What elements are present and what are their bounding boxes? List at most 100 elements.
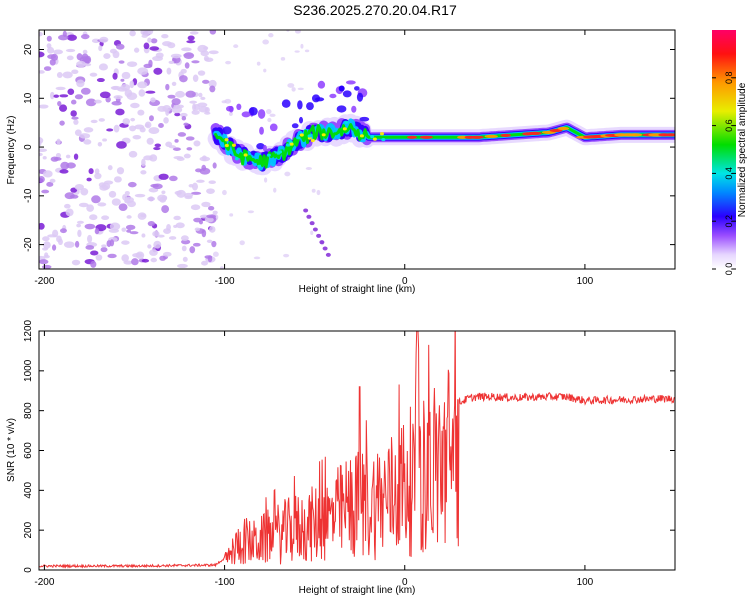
noise-blob <box>126 229 132 233</box>
noise-blob <box>208 180 216 185</box>
noise-blob <box>267 117 272 123</box>
noise-blob <box>71 259 81 266</box>
noise-blob <box>91 195 101 204</box>
noise-blob <box>229 213 234 217</box>
noise-blob <box>94 228 100 235</box>
noise-blob <box>147 244 152 249</box>
noise-blob <box>183 52 195 60</box>
noise-blob <box>129 80 135 89</box>
noise-blob <box>94 172 102 180</box>
noise-blob <box>90 119 98 124</box>
noise-blob <box>146 137 154 145</box>
noise-blob <box>163 117 169 124</box>
trace-lobe <box>317 80 326 89</box>
noise-blob <box>106 240 112 248</box>
noise-blob <box>154 143 162 148</box>
noise-blob <box>90 260 97 268</box>
noise-blob <box>180 235 189 242</box>
trace-core <box>224 138 229 142</box>
noise-blob <box>161 34 169 39</box>
noise-blob <box>166 224 171 231</box>
trace-lobe <box>351 105 357 113</box>
noise-blob <box>41 189 50 194</box>
noise-blob <box>149 46 160 51</box>
trace-core <box>379 132 384 136</box>
noise-blob <box>127 181 137 188</box>
noise-blob <box>46 181 54 187</box>
trace-core <box>663 133 675 137</box>
noise-blob <box>117 87 128 92</box>
noise-blob <box>82 49 88 55</box>
noise-blob <box>84 223 96 230</box>
bottom-y-axis-label: SNR (10 * v/v) <box>6 418 17 482</box>
trace-core <box>321 133 326 137</box>
noise-blob <box>204 255 213 259</box>
trace-core <box>370 134 375 139</box>
trace-core <box>257 164 262 168</box>
noise-blob <box>42 247 49 251</box>
trace-lobe <box>241 111 251 118</box>
noise-blob <box>121 254 129 262</box>
noise-blob <box>184 62 190 69</box>
noise-blob <box>263 177 268 183</box>
colorbar-tick-label: 0.2 <box>724 215 734 228</box>
noise-blob <box>303 208 309 213</box>
noise-blob <box>39 104 49 109</box>
y-tick-label: 20 <box>23 44 34 56</box>
noise-blob <box>137 109 145 116</box>
noise-blob <box>108 190 117 198</box>
x-tick-label: 0 <box>402 577 408 588</box>
trace-lobe <box>297 100 303 110</box>
noise-blob <box>150 183 159 188</box>
noise-blob <box>294 30 301 34</box>
colorbar-label: Normalized spectral amplitude <box>737 82 748 217</box>
noise-blob <box>192 103 197 112</box>
noise-blob <box>74 240 80 248</box>
noise-blob <box>96 78 105 83</box>
noise-blob <box>294 50 300 53</box>
noise-blob <box>206 214 217 219</box>
noise-blob <box>76 60 86 68</box>
noise-blob <box>147 30 154 35</box>
noise-blob <box>193 140 201 147</box>
noise-blob <box>112 50 120 59</box>
noise-blob <box>174 112 181 117</box>
noise-blob <box>297 87 304 91</box>
trace-core <box>419 135 433 139</box>
top-y-ticks: -20 -10 0 10 20 <box>23 44 675 252</box>
trace-core <box>500 133 511 137</box>
noise-blob <box>129 231 139 235</box>
noise-blob <box>168 236 177 240</box>
noise-blob <box>39 137 44 145</box>
noise-blob <box>310 230 314 236</box>
noise-blob <box>55 86 66 91</box>
noise-blob <box>212 251 219 257</box>
noise-blob <box>118 60 125 64</box>
noise-blob <box>269 113 276 117</box>
noise-blob <box>304 49 310 53</box>
x-tick-label: -200 <box>34 276 54 287</box>
noise-blob <box>201 164 207 171</box>
noise-blob <box>39 222 45 230</box>
noise-blob <box>181 116 187 121</box>
trace-core <box>285 143 290 147</box>
noise-blob <box>147 220 156 227</box>
noise-blob <box>192 242 201 247</box>
noise-blob <box>126 61 138 67</box>
noise-blob <box>183 153 191 159</box>
noise-blob <box>47 46 55 54</box>
noise-blob <box>256 61 261 66</box>
noise-blob <box>130 102 140 109</box>
trace-core <box>307 134 312 138</box>
noise-blob <box>158 173 169 180</box>
noise-blobs <box>39 30 331 269</box>
bottom-x-axis-label: Height of straight line (km) <box>299 585 416 596</box>
noise-blob <box>284 171 291 177</box>
noise-blob <box>126 215 132 219</box>
noise-blob <box>141 258 150 263</box>
noise-blob <box>149 115 154 122</box>
noise-blob <box>253 256 261 260</box>
noise-blob <box>167 42 176 49</box>
noise-blob <box>106 128 114 132</box>
noise-blob <box>97 141 103 147</box>
